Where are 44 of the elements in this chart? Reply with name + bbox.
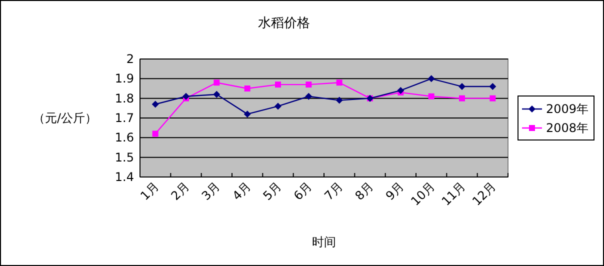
y-tick-label: 1.9 bbox=[114, 72, 134, 86]
point bbox=[305, 92, 312, 100]
y-tick-label: 2 bbox=[126, 52, 134, 66]
x-tick-label: 11月 bbox=[438, 179, 468, 208]
point bbox=[274, 102, 282, 110]
x-tick-label: 6月 bbox=[291, 179, 315, 204]
point bbox=[428, 93, 434, 100]
x-tick-label: 5月 bbox=[260, 179, 284, 204]
point bbox=[244, 86, 250, 92]
y-tick-label: 1.4 bbox=[114, 170, 134, 184]
y-tick-label: 1.8 bbox=[114, 91, 134, 106]
x-tick-label: 10月 bbox=[408, 179, 438, 208]
x-tick-label: 3月 bbox=[199, 179, 223, 204]
y-tick-label: 1.5 bbox=[114, 150, 134, 164]
point bbox=[244, 110, 251, 118]
point bbox=[182, 92, 190, 100]
point bbox=[458, 83, 466, 90]
point bbox=[490, 95, 496, 102]
point bbox=[489, 83, 496, 90]
point bbox=[459, 95, 465, 102]
x-tick-label: 12月 bbox=[470, 179, 499, 208]
chart-title: 水稻价格 bbox=[258, 16, 310, 31]
point bbox=[428, 75, 435, 82]
y-tick-label: 1.6 bbox=[114, 130, 134, 145]
y-tick-label: 1.7 bbox=[114, 111, 134, 125]
x-tick-label: 9月 bbox=[383, 179, 407, 204]
x-axis-title: 时间 bbox=[312, 235, 336, 249]
x-tick-label: 8月 bbox=[352, 179, 376, 204]
x-tick-label: 1月 bbox=[138, 179, 162, 204]
point bbox=[214, 80, 220, 86]
point bbox=[336, 96, 343, 104]
legend-label: 2009年 bbox=[546, 102, 589, 116]
point bbox=[336, 80, 342, 86]
x-tick-label: 4月 bbox=[230, 179, 254, 204]
point bbox=[275, 82, 281, 88]
point bbox=[397, 86, 404, 94]
x-tick-label: 7月 bbox=[322, 179, 346, 204]
y-axis-title: （元/公斤） bbox=[32, 111, 98, 125]
point bbox=[152, 100, 159, 108]
legend-label: 2008年 bbox=[546, 121, 589, 135]
x-tick-label: 2月 bbox=[168, 179, 192, 204]
point bbox=[213, 90, 220, 98]
point bbox=[152, 130, 158, 137]
point bbox=[306, 82, 312, 88]
